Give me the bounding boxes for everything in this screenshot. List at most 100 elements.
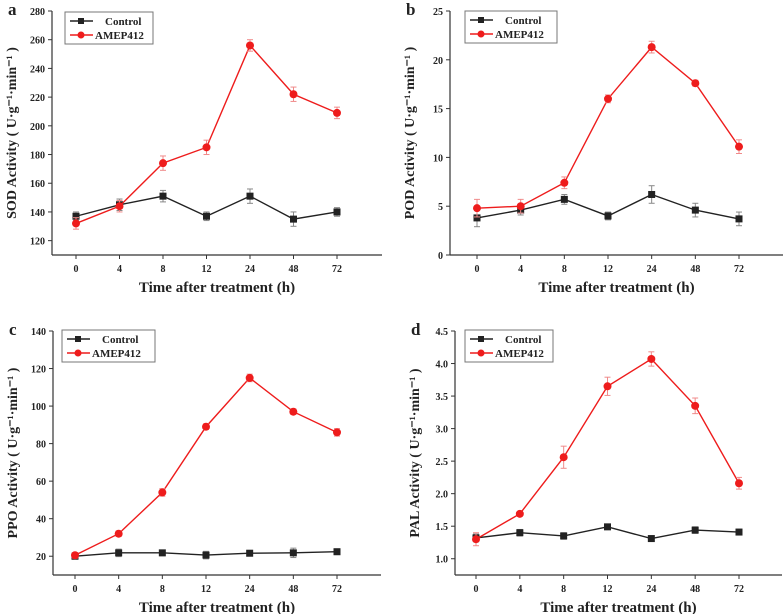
legend-label: AMEP412 — [495, 29, 544, 41]
x-tick-label: 12 — [603, 584, 613, 595]
x-tick-label: 72 — [734, 584, 744, 595]
data-point — [203, 212, 210, 220]
legend-marker — [74, 349, 82, 357]
data-point — [158, 488, 167, 497]
series-control — [71, 547, 341, 560]
legend-marker — [78, 18, 84, 24]
x-tick-label: 8 — [161, 264, 166, 275]
data-point — [289, 549, 297, 557]
data-point — [647, 354, 656, 363]
data-point — [115, 202, 124, 211]
data-point — [735, 215, 743, 223]
data-point — [290, 215, 297, 223]
data-point — [246, 41, 254, 50]
y-tick-label: 5 — [438, 202, 443, 213]
data-point — [333, 108, 341, 117]
y-tick-label: 15 — [433, 105, 443, 116]
data-point — [72, 212, 80, 220]
data-point — [159, 159, 167, 168]
series-control — [72, 188, 341, 227]
series-control — [472, 523, 743, 543]
legend: Control AMEP412 — [464, 329, 554, 363]
legend-label: Control — [102, 334, 138, 346]
x-tick-label: 12 — [201, 584, 211, 595]
y-tick-label: 40 — [36, 515, 46, 526]
data-point — [71, 551, 79, 560]
series-amep412 — [72, 39, 341, 230]
series-amep412 — [71, 373, 341, 560]
x-tick-label: 24 — [245, 264, 255, 275]
legend-label: Control — [505, 334, 541, 346]
data-point — [472, 535, 480, 544]
legend-marker — [478, 336, 484, 342]
x-tick-label: 0 — [475, 264, 480, 275]
series-line — [75, 44, 338, 225]
series-amep412 — [473, 40, 743, 218]
x-axis-title: Time after treatment (h) — [139, 280, 295, 296]
data-point — [114, 529, 123, 538]
y-tick-label: 2.0 — [436, 490, 449, 501]
data-point — [246, 549, 254, 557]
y-tick-label: 4.5 — [436, 327, 449, 338]
x-tick-label: 0 — [474, 584, 479, 595]
data-point — [647, 43, 656, 52]
y-axis-title: PAL Activity ( U·g⁻¹·min⁻¹ ) — [408, 368, 423, 537]
y-tick-label: 2.5 — [436, 457, 449, 468]
legend-marker — [477, 30, 485, 38]
series-line — [476, 46, 740, 209]
x-tick-label: 48 — [690, 264, 700, 275]
panel-label: a — [8, 0, 17, 19]
data-point — [202, 551, 210, 559]
data-point — [603, 382, 612, 391]
data-point — [604, 94, 612, 103]
legend: Control AMEP412 — [61, 329, 156, 363]
x-tick-label: 24 — [647, 264, 657, 275]
y-axis-title: PPO Activity ( U·g⁻¹·min⁻¹ ) — [6, 367, 21, 538]
panel-label: d — [411, 320, 421, 339]
y-tick-label: 140 — [30, 208, 45, 219]
data-point — [289, 407, 298, 416]
data-point — [735, 142, 743, 151]
data-point — [560, 178, 569, 187]
y-tick-label: 160 — [30, 179, 45, 190]
data-point — [604, 523, 611, 531]
legend-box — [64, 11, 154, 45]
legend: Control AMEP412 — [464, 10, 558, 44]
legend-marker — [77, 31, 85, 39]
x-tick-label: 8 — [160, 584, 165, 595]
y-axis-title: POD Activity ( U·g⁻¹·min⁻¹ ) — [403, 46, 418, 219]
y-tick-label: 3.0 — [436, 425, 449, 436]
data-point — [333, 208, 341, 216]
x-tick-label: 72 — [332, 264, 342, 275]
y-tick-label: 1.0 — [436, 555, 449, 566]
panel-label: c — [9, 320, 17, 339]
legend-label: AMEP412 — [92, 348, 141, 360]
data-point — [648, 190, 656, 198]
legend-marker — [75, 336, 81, 342]
data-point — [691, 79, 700, 88]
x-tick-label: 4 — [117, 264, 122, 275]
y-tick-label: 100 — [31, 402, 46, 413]
data-point — [158, 549, 166, 557]
x-tick-label: 48 — [690, 584, 700, 595]
x-axis-title: Time after treatment (h) — [139, 600, 295, 614]
x-axis-title: Time after treatment (h) — [538, 280, 694, 296]
y-tick-label: 20 — [433, 56, 443, 67]
data-point — [604, 212, 612, 220]
data-point — [333, 428, 341, 437]
data-point — [516, 202, 525, 211]
data-point — [473, 204, 481, 213]
legend-box — [464, 10, 558, 44]
legend: Control AMEP412 — [64, 11, 154, 45]
y-tick-label: 180 — [30, 151, 45, 162]
data-point — [289, 90, 298, 99]
y-tick-label: 140 — [31, 327, 46, 338]
x-tick-label: 72 — [332, 584, 342, 595]
x-tick-label: 8 — [562, 264, 567, 275]
x-tick-label: 0 — [74, 264, 79, 275]
y-tick-label: 120 — [30, 237, 45, 248]
data-point — [333, 548, 341, 556]
